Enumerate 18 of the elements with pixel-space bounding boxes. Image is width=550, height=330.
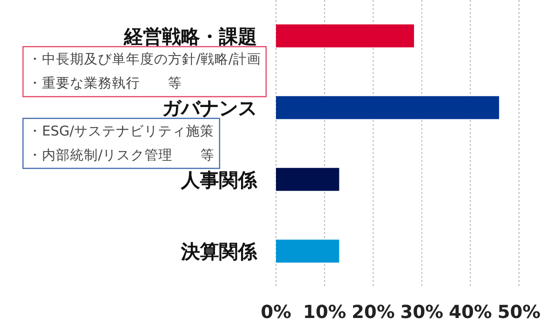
y-tick-label: ガバナンス <box>162 98 257 120</box>
bar <box>276 96 500 120</box>
x-tick-label: 20% <box>352 302 395 323</box>
text: ・重要な業務執行 等 <box>28 76 182 92</box>
x-tick-label: 0% <box>260 302 292 323</box>
y-tick-label: 決算関係 <box>180 241 258 264</box>
text: ・中長期及び単年度の方針/戦略/計画 <box>28 52 262 68</box>
y-tick-label: 人事関係 <box>180 169 258 192</box>
y-tick-label: 経営戦略・課題 <box>123 26 257 48</box>
x-tick-label: 50% <box>497 302 541 323</box>
x-tick-label: 30% <box>400 302 444 323</box>
bar <box>276 240 340 263</box>
x-tick-label: 40% <box>448 302 492 323</box>
x-tick-label: 10% <box>303 302 346 323</box>
text: ・ESG/サステナビリティ施策 <box>28 123 214 140</box>
bar <box>276 168 340 191</box>
bar <box>276 24 414 48</box>
text: ・内部統制/リスク管理 等 <box>28 147 215 164</box>
